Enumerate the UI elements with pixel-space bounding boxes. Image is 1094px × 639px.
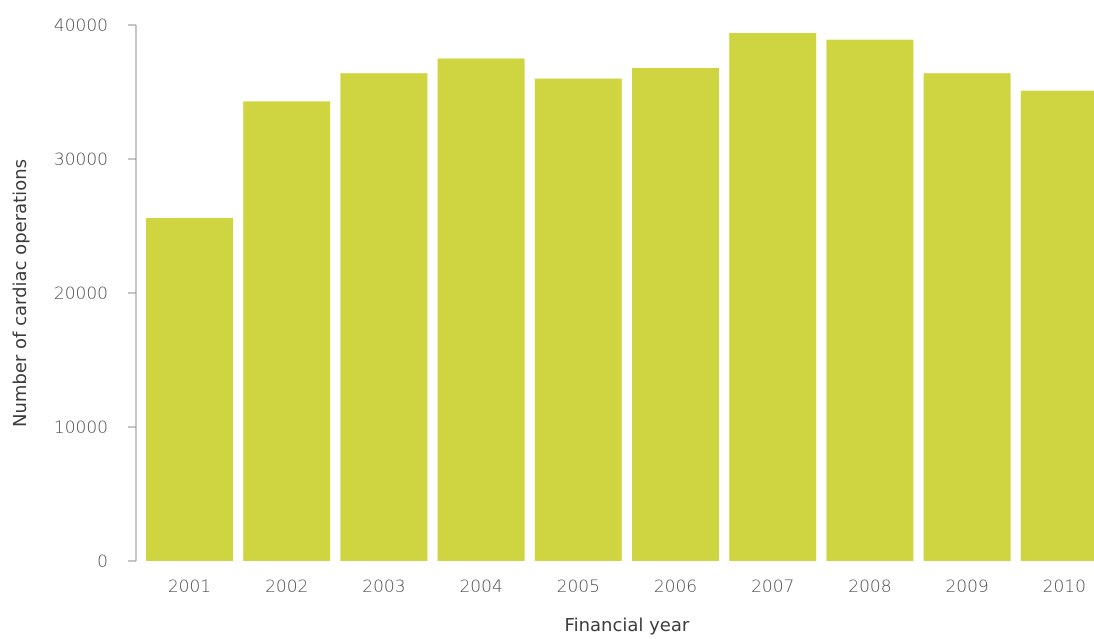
- bar-2004: [438, 59, 525, 562]
- bar-2006: [632, 68, 719, 561]
- y-axis-title: Number of cardiac operations: [10, 159, 31, 427]
- bar-2010: [1021, 91, 1094, 561]
- bar-2005: [535, 79, 622, 561]
- y-tick-label: 10000: [54, 418, 108, 438]
- x-tick-label: 2009: [945, 577, 988, 597]
- x-tick-label: 2010: [1043, 577, 1086, 597]
- bar-2009: [924, 73, 1011, 561]
- y-tick-label: 40000: [54, 16, 108, 36]
- x-ticks: 2001 2002 2003 2004 2005 2006 2007 2008 2009 2010: [168, 577, 1086, 597]
- bar-2007: [729, 33, 816, 561]
- bar-2001: [146, 218, 233, 561]
- x-tick-label: 2002: [265, 577, 308, 597]
- bar-2003: [340, 73, 427, 561]
- x-tick-label: 2005: [557, 577, 600, 597]
- x-tick-label: 2007: [751, 577, 794, 597]
- y-axis: 0 10000 20000 30000 40000: [54, 16, 136, 572]
- x-tick-label: 2004: [459, 577, 502, 597]
- x-axis-title: Financial year: [565, 615, 690, 636]
- y-tick-label: 0: [97, 552, 108, 572]
- y-ticks: 0 10000 20000 30000 40000: [54, 16, 136, 572]
- x-tick-label: 2008: [848, 577, 891, 597]
- y-tick-label: 20000: [54, 284, 108, 304]
- bar-2008: [826, 40, 913, 561]
- bar-2002: [243, 101, 330, 561]
- x-tick-label: 2003: [362, 577, 405, 597]
- x-tick-label: 2006: [654, 577, 697, 597]
- y-tick-label: 30000: [54, 150, 108, 170]
- x-tick-label: 2001: [168, 577, 211, 597]
- bars: [146, 33, 1094, 561]
